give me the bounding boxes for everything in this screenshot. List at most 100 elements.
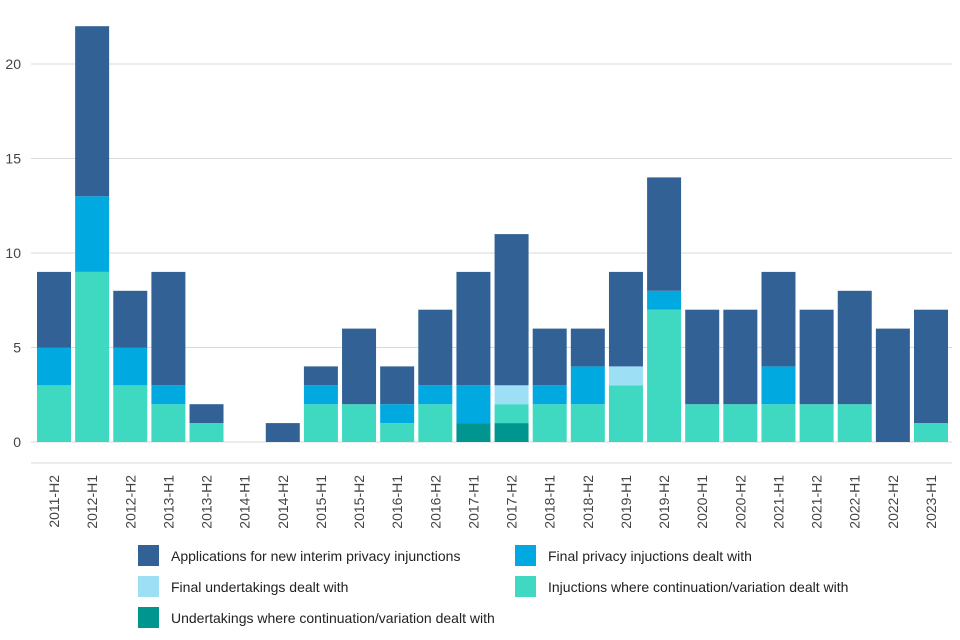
- x-tick-label: 2022-H2: [885, 475, 901, 529]
- bar-segment[interactable]: [303, 385, 338, 405]
- bar-segment[interactable]: [303, 404, 338, 442]
- legend-item-injunctions-continuation[interactable]: Injuctions where continuation/variation …: [515, 576, 848, 597]
- bar-segment[interactable]: [75, 196, 110, 272]
- bar-segment[interactable]: [837, 290, 872, 405]
- legend-item-undertakings-continuation[interactable]: Undertakings where continuation/variatio…: [138, 607, 495, 628]
- x-tick-label: 2012-H1: [84, 475, 100, 529]
- bars: [37, 26, 948, 442]
- bar-segment[interactable]: [723, 404, 758, 442]
- bar-segment[interactable]: [342, 404, 377, 442]
- bar-segment[interactable]: [494, 423, 529, 442]
- x-tick-label: 2013-H2: [199, 475, 215, 529]
- x-tick-label: 2021-H2: [809, 475, 825, 529]
- bar-segment[interactable]: [532, 385, 567, 405]
- legend-label: Final undertakings dealt with: [171, 578, 349, 595]
- bar-segment[interactable]: [151, 404, 186, 442]
- legend-swatch: [515, 576, 536, 597]
- x-tick-label: 2018-H2: [580, 475, 596, 529]
- bar-segment[interactable]: [494, 404, 529, 424]
- bar-segment[interactable]: [265, 423, 300, 442]
- bar-segment[interactable]: [113, 347, 148, 386]
- y-tick-label: 15: [5, 151, 21, 167]
- y-tick-label: 5: [13, 340, 21, 356]
- x-tick-label: 2020-H1: [694, 475, 710, 529]
- y-axis-ticks: 0 5 10 15 20: [5, 56, 21, 450]
- legend-label: Injuctions where continuation/variation …: [548, 578, 849, 595]
- bar-segment[interactable]: [151, 385, 186, 405]
- bar-segment[interactable]: [75, 26, 110, 197]
- bar-segment[interactable]: [456, 271, 491, 386]
- bar-segment[interactable]: [914, 309, 948, 424]
- bar-segment[interactable]: [685, 309, 720, 405]
- bar-segment[interactable]: [647, 309, 682, 442]
- bar-segment[interactable]: [151, 271, 186, 386]
- x-tick-label: 2020-H2: [732, 475, 748, 529]
- x-tick-label: 2015-H2: [351, 475, 367, 529]
- bar-segment[interactable]: [75, 271, 110, 442]
- legend-swatch: [515, 545, 536, 566]
- bar-segment[interactable]: [113, 290, 148, 348]
- bar-segment[interactable]: [608, 385, 643, 442]
- bar-segment[interactable]: [799, 404, 834, 442]
- legend-label: Undertakings where continuation/variatio…: [171, 609, 495, 626]
- bar-segment[interactable]: [418, 404, 453, 442]
- bar-segment[interactable]: [532, 404, 567, 442]
- y-tick-label: 10: [5, 245, 21, 261]
- legend-item-final-undertakings[interactable]: Final undertakings dealt with: [138, 576, 348, 597]
- bar-segment[interactable]: [608, 271, 643, 367]
- bar-segment[interactable]: [37, 385, 71, 442]
- bar-segment[interactable]: [723, 309, 758, 405]
- x-axis-ticks: 2011-H2 2012-H1 2012-H2 2013-H1 2013-H2 2014-…: [46, 475, 939, 529]
- bar-segment[interactable]: [189, 423, 224, 442]
- bar-segment[interactable]: [914, 423, 948, 442]
- x-tick-label: 2021-H1: [770, 475, 786, 529]
- x-tick-label: 2018-H1: [542, 475, 558, 529]
- bar-segment[interactable]: [570, 328, 605, 367]
- x-tick-label: 2017-H2: [504, 475, 520, 529]
- bar-segment[interactable]: [799, 309, 834, 405]
- legend-item-applications[interactable]: Applications for new interim privacy inj…: [138, 545, 460, 566]
- bar-segment[interactable]: [189, 404, 224, 424]
- bar-segment[interactable]: [761, 404, 796, 442]
- legend-swatch: [138, 576, 159, 597]
- bar-segment[interactable]: [418, 385, 453, 405]
- bar-segment[interactable]: [37, 271, 71, 348]
- bar-segment[interactable]: [303, 366, 338, 386]
- bar-segment[interactable]: [342, 328, 377, 405]
- x-tick-label: 2019-H2: [656, 475, 672, 529]
- bar-segment[interactable]: [456, 385, 491, 424]
- bar-segment[interactable]: [647, 290, 682, 310]
- bar-segment[interactable]: [837, 404, 872, 442]
- x-tick-label: 2013-H1: [160, 475, 176, 529]
- bar-segment[interactable]: [380, 423, 415, 442]
- bar-segment[interactable]: [570, 404, 605, 442]
- legend-swatch: [138, 545, 159, 566]
- y-tick-label: 20: [5, 56, 21, 72]
- bar-segment[interactable]: [761, 366, 796, 405]
- legend-label: Applications for new interim privacy inj…: [171, 547, 461, 564]
- legend-label: Final privacy injuctions dealt with: [548, 547, 752, 564]
- bar-segment[interactable]: [418, 309, 453, 386]
- x-tick-label: 2019-H1: [618, 475, 634, 529]
- bar-segment[interactable]: [113, 385, 148, 442]
- bar-segment[interactable]: [380, 404, 415, 424]
- x-tick-label: 2016-H1: [389, 475, 405, 529]
- bar-segment[interactable]: [532, 328, 567, 386]
- bar-segment[interactable]: [761, 271, 796, 367]
- bar-segment[interactable]: [570, 366, 605, 405]
- x-tick-label: 2017-H1: [465, 475, 481, 529]
- bar-segment[interactable]: [685, 404, 720, 442]
- legend-item-final-privacy[interactable]: Final privacy injuctions dealt with: [515, 545, 752, 566]
- bar-segment[interactable]: [608, 366, 643, 386]
- x-tick-label: 2016-H2: [427, 475, 443, 529]
- bar-segment[interactable]: [494, 234, 529, 386]
- bar-segment[interactable]: [647, 177, 682, 291]
- x-tick-label: 2014-H1: [237, 475, 253, 529]
- bar-segment[interactable]: [380, 366, 415, 405]
- bar-segment[interactable]: [875, 328, 910, 442]
- x-tick-label: 2014-H2: [275, 475, 291, 529]
- bar-segment[interactable]: [494, 385, 529, 405]
- bar-segment[interactable]: [456, 423, 491, 442]
- bar-segment[interactable]: [37, 347, 71, 386]
